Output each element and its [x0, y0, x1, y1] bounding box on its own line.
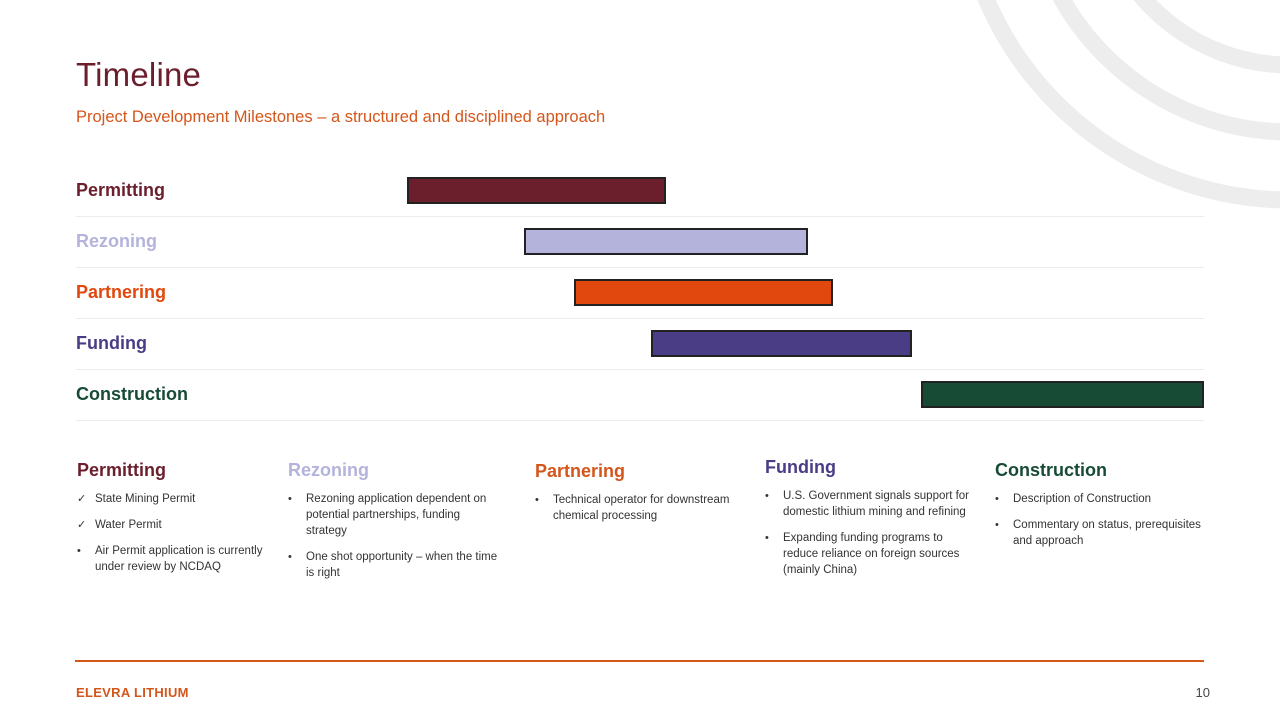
list-item-text: Expanding funding programs to reduce rel… — [783, 532, 960, 576]
gantt-label: Rezoning — [76, 231, 157, 251]
detail-title: Funding — [765, 457, 836, 477]
list-item: • Technical operator for downstream chemi… — [535, 492, 745, 524]
detail-column-funding: Funding • U.S. Government signals support… — [765, 457, 975, 588]
gantt-label: Funding — [76, 333, 147, 353]
gantt-row-permitting: Permitting — [76, 166, 1204, 217]
list-item-text: Description of Construction — [1013, 493, 1152, 505]
gantt-label: Partnering — [76, 282, 167, 302]
gantt-bar — [406, 177, 667, 204]
gantt-bar — [651, 330, 912, 357]
list-item-text: State Mining Permit — [95, 493, 196, 505]
footer-brand: ELEVRA LITHIUM — [76, 685, 189, 700]
gantt-bar — [920, 381, 1204, 408]
bullet-icon: • — [535, 494, 539, 506]
detail-title: Rezoning — [288, 460, 369, 480]
check-icon: ✓ — [77, 519, 87, 531]
list-item: • Rezoning application dependent on poten… — [288, 491, 503, 539]
list-item: ✓ Water Permit — [77, 517, 277, 533]
bullet-icon: • — [765, 490, 769, 502]
check-icon: ✓ — [77, 493, 87, 505]
gantt-row-construction: Construction — [76, 370, 1204, 421]
gantt-label: Permitting — [76, 180, 166, 200]
gantt-label: Construction — [76, 384, 188, 404]
detail-list: • Technical operator for downstream chemi… — [535, 492, 745, 524]
list-item-text: Technical operator for downstream chemic… — [553, 494, 730, 522]
detail-title: Permitting — [77, 460, 167, 480]
list-item: • Air Permit application is currently und… — [77, 543, 277, 575]
bullet-icon: • — [765, 532, 769, 544]
list-item: • Description of Construction — [995, 491, 1210, 507]
gantt-bar — [573, 279, 834, 306]
list-item: • Commentary on status, prerequisites and… — [995, 517, 1210, 549]
bullet-icon: • — [288, 493, 292, 505]
detail-title: Partnering — [535, 461, 626, 481]
footer-divider — [75, 660, 1204, 662]
detail-column-partnering: Partnering • Technical operator for downs… — [535, 461, 745, 534]
gantt-row-rezoning: Rezoning — [76, 217, 1204, 268]
page-title: Timeline — [76, 56, 202, 93]
list-item: ✓ State Mining Permit — [77, 491, 277, 507]
detail-column-construction: Construction • Description of Constructio… — [995, 460, 1210, 559]
gantt-bar — [524, 228, 808, 255]
list-item: • U.S. Government signals support for dom… — [765, 488, 975, 520]
detail-column-rezoning: Rezoning • Rezoning application dependent… — [288, 460, 503, 591]
detail-list: • Rezoning application dependent on poten… — [288, 491, 503, 581]
list-item-text: Water Permit — [95, 519, 162, 531]
detail-list: • Description of Construction • Commentary… — [995, 491, 1210, 549]
list-item-text: Air Permit application is currently unde… — [95, 545, 263, 573]
list-item-text: Commentary on status, prerequisites and … — [1013, 519, 1201, 547]
gantt-row-partnering: Partnering — [76, 268, 1204, 319]
bullet-icon: • — [995, 493, 999, 505]
list-item: • Expanding funding programs to reduce re… — [765, 530, 975, 578]
bullet-icon: • — [288, 551, 292, 563]
page-number: 10 — [1195, 685, 1210, 700]
bullet-icon: • — [77, 545, 81, 557]
detail-column-permitting: Permitting ✓ State Mining Permit ✓ Water P… — [77, 460, 277, 585]
detail-list: • U.S. Government signals support for dom… — [765, 488, 975, 578]
detail-list: ✓ State Mining Permit ✓ Water Permit • Air … — [77, 491, 277, 575]
bullet-icon: • — [995, 519, 999, 531]
list-item: • One shot opportunity – when the time is… — [288, 549, 503, 581]
gantt-row-funding: Funding — [76, 319, 1204, 370]
detail-title: Construction — [995, 460, 1107, 480]
list-item-text: U.S. Government signals support for dome… — [783, 490, 969, 518]
list-item-text: Rezoning application dependent on potent… — [306, 493, 487, 537]
gantt-chart: Permitting Rezoning Partnering Funding C… — [76, 166, 1204, 421]
page-subtitle: Project Development Milestones – a struc… — [76, 108, 606, 126]
list-item-text: One shot opportunity – when the time is … — [306, 551, 498, 579]
